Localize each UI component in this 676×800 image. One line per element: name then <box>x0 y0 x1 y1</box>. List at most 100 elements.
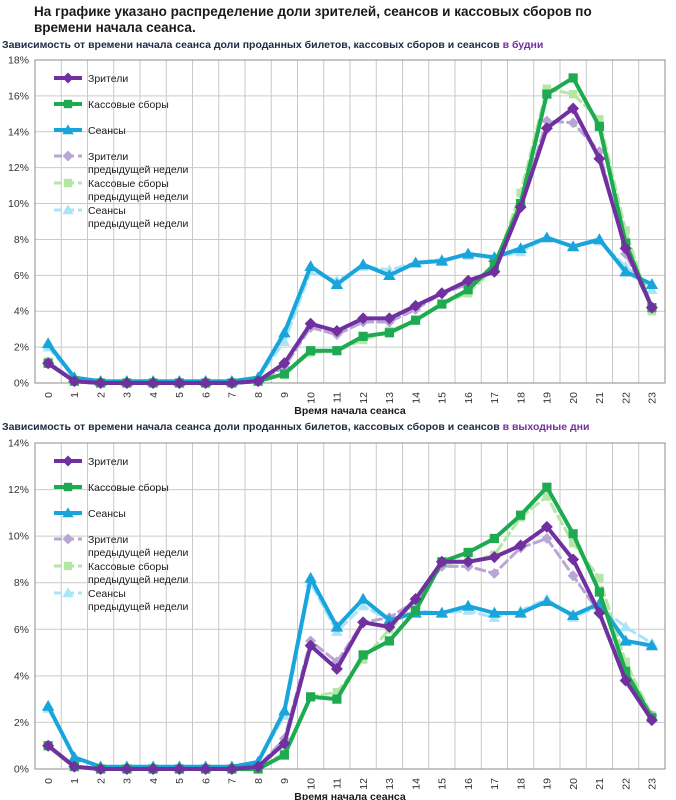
x-tick-label: 19 <box>542 392 554 404</box>
x-tick-label: 20 <box>568 778 580 790</box>
data-point <box>252 375 265 388</box>
x-tick-label: 17 <box>489 778 501 790</box>
data-point <box>435 555 448 568</box>
legend-label: предыдущей недели <box>88 164 188 176</box>
x-tick-label: 21 <box>594 778 606 790</box>
data-point <box>568 529 578 539</box>
legend-marker <box>63 561 73 571</box>
series-Зрители <box>42 102 658 389</box>
data-point <box>435 254 449 266</box>
data-point <box>514 242 527 254</box>
data-point <box>409 256 422 268</box>
data-point <box>540 595 554 607</box>
data-point <box>252 760 265 773</box>
x-tick-label: 14 <box>410 778 422 790</box>
data-point <box>645 714 658 727</box>
x-tick-label: 11 <box>332 778 344 789</box>
legend-label: предыдущей недели <box>88 218 188 230</box>
data-point <box>409 593 422 605</box>
data-point <box>516 510 526 520</box>
legend-label: Зрители <box>88 534 128 546</box>
y-tick-label: 12% <box>8 484 29 496</box>
data-point <box>645 278 659 289</box>
data-point <box>94 377 107 389</box>
plot-area-border <box>34 442 666 770</box>
data-point <box>383 269 396 280</box>
data-point <box>542 492 552 501</box>
x-tick-label: 1 <box>69 392 81 398</box>
y-tick-label: 10% <box>8 531 29 543</box>
data-point <box>120 377 133 389</box>
data-point <box>279 750 289 760</box>
data-point <box>330 620 344 632</box>
legend-label: Сеансы <box>88 588 126 600</box>
legend-marker <box>62 150 74 162</box>
legend-marker <box>62 72 74 84</box>
y-tick-label: 6% <box>14 624 29 636</box>
data-point <box>358 655 368 664</box>
x-tick-label: 18 <box>515 778 527 790</box>
data-point <box>173 763 186 775</box>
chart-title-text: Зависимость от времени начала сеанса дол… <box>2 39 500 51</box>
data-point <box>619 674 632 687</box>
x-tick-label: 18 <box>515 392 527 404</box>
chart-title-highlight: в выходные дни <box>502 421 590 433</box>
x-tick-label: 21 <box>594 392 606 404</box>
x-tick-label: 6 <box>200 778 212 784</box>
data-point <box>411 606 421 616</box>
legend-label: Зрители <box>88 151 128 163</box>
x-tick-label: 15 <box>437 778 449 790</box>
legend-item: Кассовые сборы <box>54 99 169 111</box>
chart-title-weekends: Зависимость от времени начала сеанса дол… <box>2 421 589 433</box>
data-point <box>619 634 632 646</box>
x-tick-label: 4 <box>148 778 160 784</box>
data-point <box>357 616 370 629</box>
data-point <box>199 377 212 389</box>
legend-label: Кассовые сборы <box>88 561 169 573</box>
data-point <box>619 265 632 277</box>
data-point <box>358 650 368 660</box>
x-tick-label: 9 <box>279 392 291 398</box>
data-point <box>540 122 553 135</box>
data-point <box>646 284 658 294</box>
data-point <box>463 285 473 295</box>
data-point <box>304 260 317 272</box>
data-point <box>330 278 344 289</box>
x-tick-label: 3 <box>122 778 134 784</box>
data-point <box>435 287 448 300</box>
legend-item: Сеансы <box>54 124 126 137</box>
legend-label: предыдущей недели <box>88 191 188 203</box>
data-point <box>514 606 527 618</box>
legend-label: Кассовые сборы <box>88 99 169 111</box>
y-tick-label: 4% <box>14 670 29 682</box>
y-tick-label: 8% <box>14 234 29 246</box>
y-tick-label: 12% <box>8 162 29 174</box>
data-point <box>593 607 606 619</box>
x-tick-label: 2 <box>95 778 107 784</box>
data-point <box>147 763 160 775</box>
chart-title-highlight: в будни <box>502 39 544 51</box>
data-point <box>645 301 658 314</box>
y-tick-label: 2% <box>14 717 29 729</box>
data-point <box>542 482 552 492</box>
legend-label: Сеансы <box>88 508 126 520</box>
data-point <box>621 657 630 667</box>
x-tick-label: 16 <box>463 778 475 790</box>
page-title: На графике указано распределение доли зр… <box>34 4 592 35</box>
x-tick-label: 5 <box>174 392 186 398</box>
data-point <box>488 606 501 618</box>
legend-item: Кассовые сборы <box>54 482 169 494</box>
x-tick-label: 22 <box>620 778 632 790</box>
data-point <box>594 587 604 597</box>
x-tick-label: 10 <box>305 392 317 404</box>
y-tick-label: 8% <box>14 577 29 589</box>
legend-marker <box>63 178 73 188</box>
x-tick-label: 10 <box>305 778 317 790</box>
data-point <box>595 115 604 124</box>
legend-marker <box>63 99 73 109</box>
data-point <box>461 599 475 611</box>
